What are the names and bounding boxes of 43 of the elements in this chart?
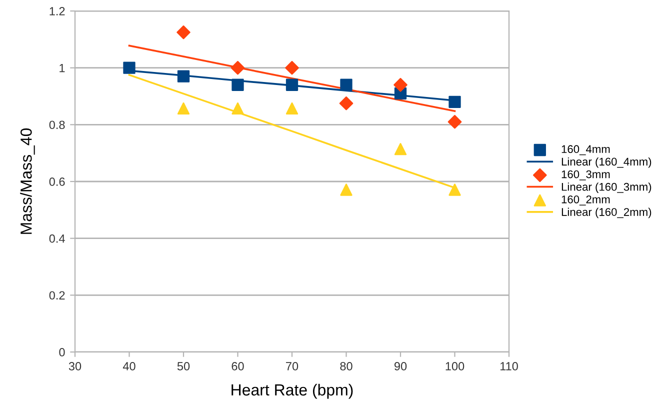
point [339,96,354,110]
y-tick-label: 0.4 [49,234,65,243]
point [230,60,245,75]
point [286,102,298,115]
x-tick-label: 110 [500,362,518,370]
x-tick-label: 80 [340,362,352,370]
x-tick-label: 100 [446,362,464,370]
legend-label: 160_2mm [562,195,610,206]
y-tick-label: 1.2 [50,7,65,16]
y-tick-label: 0 [59,348,65,356]
y-tick-label: 0.8 [49,120,65,130]
y-tick-label: 1 [60,64,65,72]
point [177,102,190,115]
x-tick-label: 30 [68,362,82,370]
y-tick-label: 0.6 [49,178,65,186]
legend-label: 160_4mm [562,145,610,156]
point [232,102,244,115]
x-tick-label: 60 [232,362,244,370]
point [177,70,190,82]
point [285,60,299,75]
point [448,114,462,129]
point [176,25,190,40]
point [286,78,298,91]
point [340,184,352,196]
point [340,78,352,91]
point [232,78,244,91]
line-series [128,44,456,112]
x-axis-title: Heart Rate (bpm) [232,384,353,399]
legend-label: Linear (160_3mm) [562,182,652,193]
legend-label: Linear (160_2mm) [562,208,652,218]
x-tick-label: 90 [394,362,407,370]
x-tick-label: 40 [122,362,136,370]
y-tick-label: 0.2 [49,291,65,300]
x-tick-label: 70 [286,362,298,370]
y-axis-title: Mass/Mass_40 [20,128,35,234]
point [448,184,461,196]
point [123,62,136,74]
legend-label: 160_3mm [562,170,610,180]
point [394,143,407,156]
legend-label: Linear (160_4mm) [562,157,652,168]
x-tick-label: 50 [177,362,190,370]
point [448,96,461,108]
point [394,78,408,92]
